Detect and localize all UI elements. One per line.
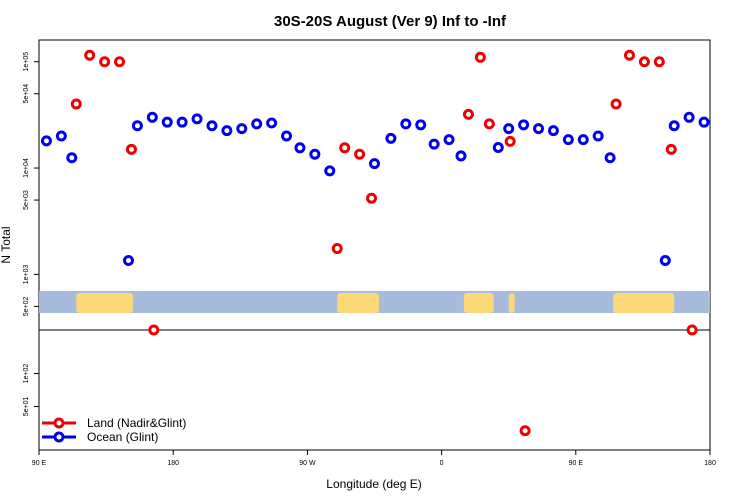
- ocean-point: [400, 118, 412, 130]
- ocean-point: [221, 125, 233, 137]
- land-point: [148, 324, 160, 336]
- ocean-point: [161, 116, 173, 128]
- land-point: [483, 118, 495, 130]
- land-point: [462, 108, 474, 120]
- plot-frame: [38, 39, 711, 451]
- land-point: [125, 143, 137, 155]
- ocean-point: [131, 120, 143, 132]
- y-tick-label-upper: 1e+05: [23, 52, 30, 72]
- ocean-point: [503, 123, 515, 135]
- ocean-point: [66, 152, 78, 164]
- x-tick-label: 90 E: [32, 460, 47, 467]
- ocean-point: [369, 158, 380, 170]
- land-point: [354, 148, 366, 160]
- ocean-point: [251, 118, 263, 130]
- ocean-point: [562, 134, 574, 146]
- ocean-point: [443, 134, 455, 146]
- ocean-point: [659, 255, 671, 267]
- land-point: [653, 56, 665, 68]
- land-bands: [76, 293, 675, 313]
- legend: Land (Nadir&Glint) Ocean (Glint): [42, 416, 186, 444]
- land-band: [508, 293, 515, 313]
- land-point: [114, 56, 126, 68]
- ocean-point: [518, 119, 530, 131]
- ocean-point: [55, 130, 67, 142]
- ocean-point: [547, 125, 559, 137]
- ocean-point: [294, 142, 306, 154]
- ocean-point: [604, 152, 616, 164]
- land-point: [610, 98, 622, 110]
- y-tick-label-upper: 5e+04: [23, 84, 30, 104]
- land-point: [339, 142, 351, 154]
- land-point: [474, 51, 486, 63]
- land-point: [638, 56, 650, 68]
- land-band: [613, 293, 675, 313]
- land-band: [463, 293, 494, 313]
- ocean-point: [577, 134, 589, 146]
- x-tick-label: 90 E: [569, 460, 584, 467]
- land-point: [504, 135, 516, 147]
- legend-marker-ocean: [53, 431, 65, 443]
- land-point: [70, 98, 82, 110]
- y-tick-label-upper: 1e+04: [23, 158, 30, 178]
- land-point: [331, 243, 343, 255]
- x-tick-label: 0: [440, 460, 444, 467]
- ocean-point: [266, 117, 278, 129]
- y-axis: 5e+02 1e+03 5e+03 1e+04 5e+04 1e+05 5e+01 1e+02: [23, 52, 39, 417]
- data-points: [40, 49, 710, 437]
- land-point: [366, 192, 378, 204]
- chart-title: 30S-20S August (Ver 9) Inf to -Inf: [274, 13, 507, 30]
- ocean-point: [668, 120, 680, 132]
- land-point: [665, 143, 677, 155]
- x-axis: 90 E 180 90 W 0 90 E 180: [32, 450, 716, 467]
- land-point: [686, 324, 698, 336]
- land-point: [99, 56, 111, 68]
- ocean-point: [146, 111, 158, 123]
- y-tick-label-upper: 5e+03: [23, 190, 30, 210]
- ocean-point: [492, 142, 504, 154]
- y-tick-label-lower: 5e+01: [23, 397, 30, 417]
- y-axis-label: N Total: [0, 226, 13, 263]
- ocean-point: [176, 116, 188, 128]
- land-band: [76, 293, 133, 313]
- ocean-point: [698, 116, 710, 128]
- ocean-point: [415, 119, 427, 131]
- ocean-point: [324, 165, 336, 177]
- ocean-point: [533, 123, 545, 135]
- land-point: [519, 425, 531, 437]
- ocean-point: [206, 120, 218, 132]
- ocean-point: [455, 150, 467, 162]
- map-strip: [39, 291, 710, 313]
- y-tick-label-upper: 5e+02: [23, 296, 30, 316]
- x-axis-label: Longitude (deg E): [326, 477, 421, 491]
- ocean-point: [385, 132, 397, 144]
- ocean-point: [236, 123, 248, 135]
- land-point: [623, 49, 635, 61]
- ocean-point: [683, 111, 695, 123]
- ocean-point: [428, 138, 440, 150]
- legend-marker-land: [53, 417, 65, 429]
- x-tick-label: 90 W: [299, 460, 316, 467]
- legend-label-land: Land (Nadir&Glint): [87, 416, 186, 430]
- x-tick-label: 180: [167, 460, 179, 467]
- land-point: [84, 49, 96, 61]
- ocean-point: [122, 255, 134, 267]
- ocean-point: [191, 113, 203, 125]
- y-tick-label-lower: 1e+02: [23, 364, 30, 384]
- ocean-point: [281, 130, 293, 142]
- ocean-point: [309, 148, 321, 160]
- legend-label-ocean: Ocean (Glint): [87, 430, 158, 444]
- ocean-point: [40, 135, 52, 147]
- land-band: [337, 293, 379, 313]
- x-tick-label: 180: [704, 460, 716, 467]
- y-tick-label-upper: 1e+03: [23, 264, 30, 284]
- ocean-point: [592, 130, 604, 142]
